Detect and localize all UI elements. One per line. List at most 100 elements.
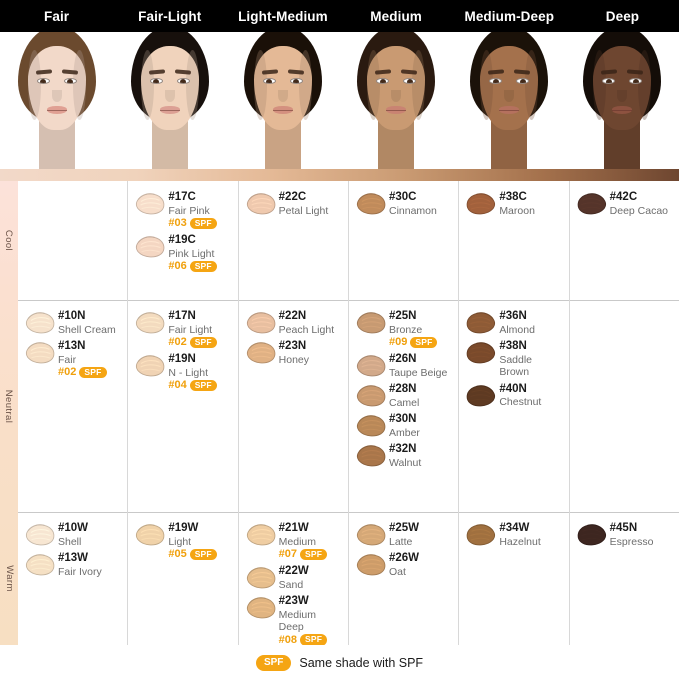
spf-badge-icon: SPF: [189, 336, 217, 349]
model-eye-left: [262, 78, 276, 84]
model-eye-right: [516, 78, 530, 84]
shade-item[interactable]: #42C Deep Cacao: [577, 190, 675, 217]
shade-code: #13W: [58, 552, 89, 564]
shade-cell-warm-medium-deep: #34W Hazelnut: [458, 512, 568, 645]
shade-item[interactable]: #26N Taupe Beige: [356, 352, 454, 379]
shade-item[interactable]: #22C Petal Light: [246, 190, 344, 217]
shade-item[interactable]: #25N Bronze #09 SPF: [356, 309, 454, 349]
shade-item[interactable]: #10W Shell: [25, 521, 123, 548]
shade-text: #28N Camel: [389, 382, 419, 409]
model-face: [253, 46, 312, 130]
undertone-label-neutral: Neutral: [0, 300, 18, 512]
foundation-swatch-icon: [246, 192, 276, 215]
spf-badge-icon: SPF: [189, 379, 217, 392]
model-nose: [51, 90, 62, 102]
foundation-swatch-icon: [25, 523, 55, 546]
category-header-fair: Fair: [44, 8, 70, 24]
model-eye-right: [176, 78, 190, 84]
spf-line: #07 SPF: [279, 548, 328, 561]
foundation-swatch-icon: [356, 523, 386, 546]
shade-item[interactable]: #38N Saddle Brown: [466, 339, 564, 379]
shade-text: #38C Maroon: [499, 190, 535, 217]
model-photo-4: [339, 32, 453, 169]
shade-cell-cool-medium: #30C Cinnamon: [347, 181, 458, 300]
foundation-swatch-icon: [466, 341, 496, 364]
spf-line: #02 SPF: [58, 366, 107, 379]
shade-item[interactable]: #23N Honey: [246, 339, 344, 366]
category-header-deep: Deep: [605, 8, 640, 24]
shade-text: #30N Amber: [389, 412, 420, 439]
shade-name: Fair: [58, 353, 77, 366]
shade-text: #10N Shell Cream: [58, 309, 116, 336]
shade-item[interactable]: #28N Camel: [356, 382, 454, 409]
shade-item[interactable]: #36N Almond: [466, 309, 564, 336]
shade-item[interactable]: #13N Fair #02 SPF: [25, 339, 123, 379]
shade-item[interactable]: #19N N - Light #04 SPF: [135, 352, 233, 392]
shade-name: Maroon: [499, 204, 535, 217]
shade-name: N - Light: [168, 366, 209, 379]
model-eye-right: [63, 78, 77, 84]
model-photo-2: [113, 32, 227, 169]
spf-shade-code: #08: [278, 633, 298, 646]
category-header-medium: Medium: [370, 8, 422, 24]
shade-code: #22N: [278, 310, 307, 322]
shade-item[interactable]: #26W Oat: [356, 551, 454, 578]
shade-item[interactable]: #17N Fair Light #02 SPF: [135, 309, 233, 349]
shade-text: #10W Shell: [58, 521, 88, 548]
shade-text: #19N N - Light #04 SPF: [168, 352, 217, 392]
shade-cell-warm-medium: #25W Latte #26W Oat: [347, 512, 458, 645]
undertone-label-text: Cool: [3, 229, 15, 252]
shade-item[interactable]: #45N Espresso: [577, 521, 675, 548]
shade-cell-neutral-light-medium: #22N Peach Light #23N Honey: [237, 300, 348, 512]
shade-item[interactable]: #19C Pink Light #06 SPF: [135, 233, 233, 273]
shade-row-neutral: #10N Shell Cream #13N Fair #02 SPF #17N Fair Li…: [18, 300, 679, 512]
model-eye-right: [289, 78, 303, 84]
spf-shade-code: #02: [58, 366, 77, 378]
spf-shade-code: #07: [278, 548, 298, 560]
spf-shade-code: #04: [168, 379, 187, 391]
shade-item[interactable]: #10N Shell Cream: [25, 309, 123, 336]
shade-item[interactable]: #34W Hazelnut: [466, 521, 564, 548]
shade-item[interactable]: #30C Cinnamon: [356, 190, 454, 217]
shade-code: #13N: [58, 340, 86, 352]
shade-item[interactable]: #23W Medium Deep #08 SPF: [246, 594, 344, 645]
model-nose: [277, 90, 288, 102]
spf-shade-code: #06: [168, 260, 187, 272]
shade-item[interactable]: #32N Walnut: [356, 442, 454, 469]
shade-item[interactable]: #22N Peach Light: [246, 309, 344, 336]
model-lip-line: [612, 109, 633, 111]
shade-name: Chestnut: [499, 396, 542, 408]
shade-text: #23W Medium Deep #08 SPF: [279, 594, 344, 645]
shade-code: #17C: [168, 191, 196, 203]
foundation-swatch-icon: [356, 384, 386, 407]
shade-item[interactable]: #17C Fair Pink #03 SPF: [135, 190, 233, 230]
model-face: [27, 46, 86, 130]
shade-code: #19W: [168, 522, 199, 534]
shade-item[interactable]: #40N Chestnut: [466, 382, 564, 409]
model-photo-3: [226, 32, 340, 169]
shade-name: Almond: [499, 323, 535, 336]
shade-item[interactable]: #30N Amber: [356, 412, 454, 439]
shade-code: #21W: [278, 522, 309, 534]
foundation-swatch-icon: [466, 523, 496, 546]
foundation-swatch-icon: [356, 444, 386, 467]
shade-item[interactable]: #13W Fair Ivory: [25, 551, 123, 578]
undertone-label-text: Warm: [3, 565, 15, 592]
shade-row-warm: #10W Shell #13W Fair Ivory #19W Light #05 SPF #2…: [18, 512, 679, 645]
spf-line: #04 SPF: [168, 379, 217, 392]
shade-name: Light: [168, 535, 192, 548]
shade-item[interactable]: #21W Medium #07 SPF: [246, 521, 344, 561]
shade-item[interactable]: #19W Light #05 SPF: [135, 521, 233, 561]
model-photo-strip: [0, 32, 679, 169]
shade-item[interactable]: #38C Maroon: [466, 190, 564, 217]
shade-text: #34W Hazelnut: [499, 521, 540, 548]
model-eye-right: [629, 78, 643, 84]
spf-line: #02 SPF: [168, 336, 217, 349]
shade-text: #42C Deep Cacao: [610, 190, 668, 217]
shade-text: #26N Taupe Beige: [389, 352, 447, 379]
shade-item[interactable]: #22W Sand: [246, 564, 344, 591]
shade-text: #17N Fair Light #02 SPF: [168, 309, 217, 349]
shade-item[interactable]: #25W Latte: [356, 521, 454, 548]
spf-shade-code: #03: [168, 217, 187, 229]
shade-text: #13N Fair #02 SPF: [58, 339, 107, 379]
